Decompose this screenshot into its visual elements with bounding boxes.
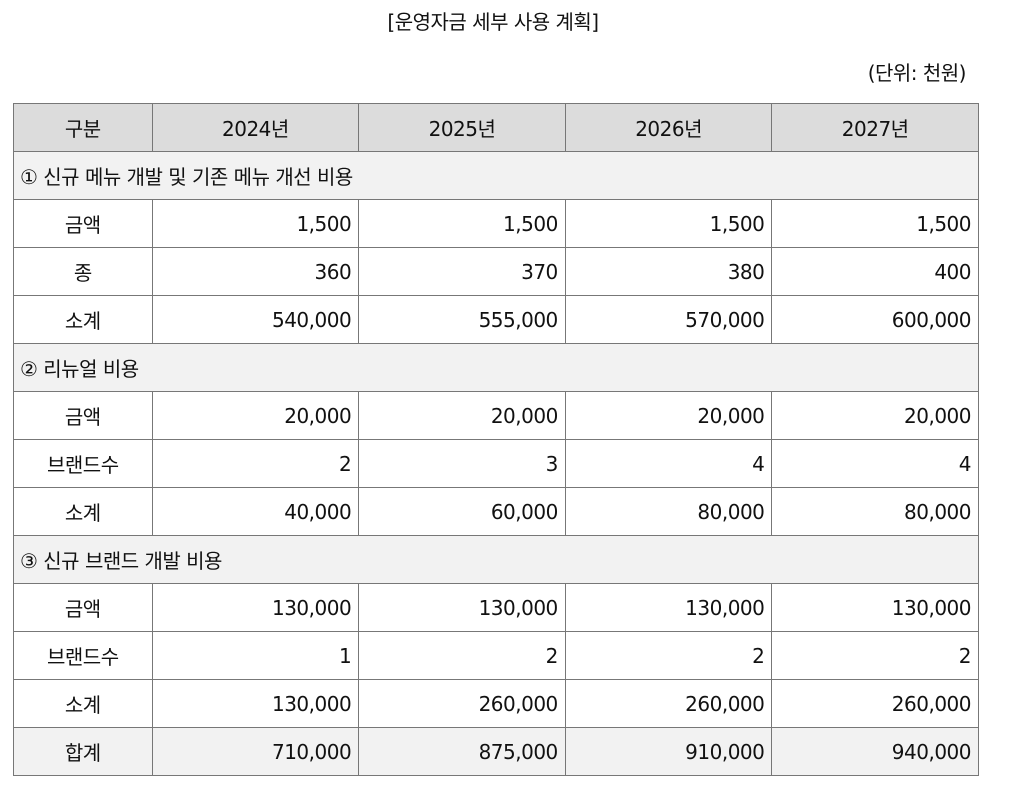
value-cell: 600,000: [771, 295, 979, 344]
value-cell: 60,000: [358, 487, 566, 536]
row-label: 금액: [13, 199, 153, 248]
value-cell: 130,000: [151, 679, 360, 728]
table-row: 브랜드수 2 3 4 4: [13, 439, 979, 488]
value-cell: 570,000: [564, 295, 773, 344]
value-cell: 4: [771, 439, 979, 488]
value-cell: 3: [358, 439, 566, 488]
value-cell: 2: [358, 631, 566, 680]
header-cell: 2024년: [151, 103, 360, 152]
value-cell: 40,000: [151, 487, 360, 536]
value-cell: 4: [564, 439, 773, 488]
value-cell: 260,000: [564, 679, 773, 728]
header-row: 구분 2024년 2025년 2026년 2027년: [13, 103, 979, 152]
value-cell: 555,000: [358, 295, 566, 344]
row-label: 브랜드수: [13, 439, 153, 488]
table-row: 금액 130,000 130,000 130,000 130,000: [13, 583, 979, 632]
value-cell: 2: [151, 439, 360, 488]
row-label: 금액: [13, 583, 153, 632]
value-cell: 2: [771, 631, 979, 680]
value-cell: 710,000: [151, 727, 360, 776]
header-cell: 2027년: [771, 103, 979, 152]
value-cell: 1,500: [771, 199, 979, 248]
row-label: 소계: [13, 679, 153, 728]
value-cell: 130,000: [358, 583, 566, 632]
row-label: 금액: [13, 391, 153, 440]
table-row: 종 360 370 380 400: [13, 247, 979, 296]
value-cell: 910,000: [564, 727, 773, 776]
header-cell: 2026년: [564, 103, 773, 152]
row-label: 브랜드수: [13, 631, 153, 680]
header-cell: 2025년: [358, 103, 566, 152]
value-cell: 1,500: [151, 199, 360, 248]
header-cell: 구분: [13, 103, 153, 152]
section-title: ① 신규 메뉴 개발 및 기존 메뉴 개선 비용: [13, 151, 979, 200]
value-cell: 260,000: [771, 679, 979, 728]
unit-label: (단위: 천원): [867, 61, 967, 85]
value-cell: 130,000: [151, 583, 360, 632]
operating-funds-table: 구분 2024년 2025년 2026년 2027년 ① 신규 메뉴 개발 및 …: [13, 103, 979, 776]
value-cell: 540,000: [151, 295, 360, 344]
section-title: ② 리뉴얼 비용: [13, 343, 979, 392]
table-row: 금액 1,500 1,500 1,500 1,500: [13, 199, 979, 248]
table-row: 소계 40,000 60,000 80,000 80,000: [13, 487, 979, 536]
value-cell: 130,000: [564, 583, 773, 632]
value-cell: 940,000: [771, 727, 979, 776]
table-row: 소계 540,000 555,000 570,000 600,000: [13, 295, 979, 344]
section-row: ① 신규 메뉴 개발 및 기존 메뉴 개선 비용: [13, 151, 979, 200]
value-cell: 80,000: [771, 487, 979, 536]
row-label: 종: [13, 247, 153, 296]
value-cell: 130,000: [771, 583, 979, 632]
value-cell: 360: [151, 247, 360, 296]
section-row: ② 리뉴얼 비용: [13, 343, 979, 392]
table-row: 브랜드수 1 2 2 2: [13, 631, 979, 680]
row-label: 소계: [13, 295, 153, 344]
value-cell: 20,000: [151, 391, 360, 440]
value-cell: 20,000: [564, 391, 773, 440]
value-cell: 1,500: [564, 199, 773, 248]
value-cell: 20,000: [358, 391, 566, 440]
value-cell: 875,000: [358, 727, 566, 776]
row-label: 소계: [13, 487, 153, 536]
table-row: 소계 130,000 260,000 260,000 260,000: [13, 679, 979, 728]
value-cell: 380: [564, 247, 773, 296]
row-label: 합계: [13, 727, 153, 776]
value-cell: 260,000: [358, 679, 566, 728]
value-cell: 400: [771, 247, 979, 296]
value-cell: 1,500: [358, 199, 566, 248]
value-cell: 20,000: [771, 391, 979, 440]
value-cell: 370: [358, 247, 566, 296]
value-cell: 80,000: [564, 487, 773, 536]
section-title: ③ 신규 브랜드 개발 비용: [13, 535, 979, 584]
table-row: 금액 20,000 20,000 20,000 20,000: [13, 391, 979, 440]
section-row: ③ 신규 브랜드 개발 비용: [13, 535, 979, 584]
total-row: 합계 710,000 875,000 910,000 940,000: [13, 727, 979, 776]
value-cell: 1: [151, 631, 360, 680]
document-title: [운영자금 세부 사용 계획]: [387, 10, 599, 34]
value-cell: 2: [564, 631, 773, 680]
